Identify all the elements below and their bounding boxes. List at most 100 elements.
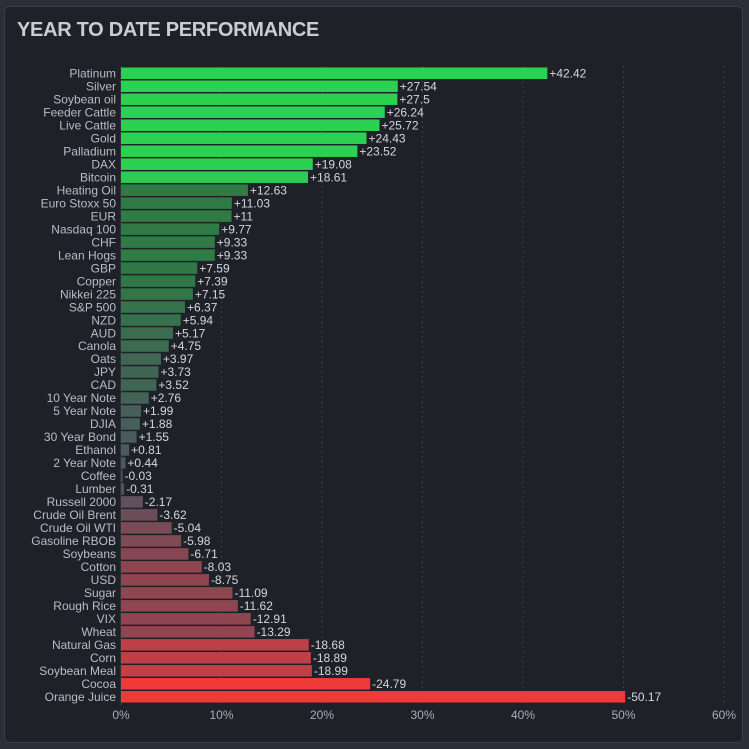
- chart-title: YEAR TO DATE PERFORMANCE: [17, 19, 320, 41]
- category-label: S&P 500: [69, 300, 116, 314]
- category-label: 30 Year Bond: [44, 430, 116, 444]
- bar: [121, 145, 358, 157]
- category-label: CAD: [91, 378, 117, 392]
- category-label: Orange Juice: [45, 690, 117, 704]
- category-label: Soybean Meal: [39, 664, 116, 678]
- bar: [121, 392, 149, 404]
- category-label: Oats: [91, 352, 116, 366]
- data-label: +2.76: [151, 391, 182, 405]
- category-label: Russell 2000: [47, 495, 117, 509]
- category-label: Euro Stoxx 50: [41, 196, 117, 210]
- category-label: Crude Oil WTI: [40, 521, 116, 535]
- bar: [121, 691, 626, 703]
- data-label: +25.72: [381, 118, 418, 132]
- bar: [121, 626, 255, 638]
- category-label: Cocoa: [81, 677, 116, 691]
- bar: [121, 405, 141, 417]
- bar: [121, 509, 158, 521]
- data-label: +7.39: [197, 274, 228, 288]
- bar: [121, 483, 125, 495]
- bar: [121, 249, 215, 261]
- category-label: USD: [91, 573, 117, 587]
- data-label: +11.03: [234, 196, 270, 210]
- category-label: Lumber: [75, 482, 116, 496]
- category-label: Soybean oil: [53, 92, 116, 106]
- data-label: -13.29: [257, 625, 291, 639]
- data-label: +27.54: [400, 79, 437, 93]
- category-label: AUD: [91, 326, 117, 340]
- data-label: -18.89: [313, 651, 347, 665]
- data-label: -18.99: [314, 664, 348, 678]
- bar: [121, 80, 398, 92]
- bar: [121, 678, 371, 690]
- bar: [121, 561, 202, 573]
- data-label: +1.55: [139, 430, 170, 444]
- category-label: Copper: [77, 274, 116, 288]
- data-label: +7.15: [195, 287, 226, 301]
- category-label: Nasdaq 100: [51, 222, 116, 236]
- bar: [121, 444, 130, 456]
- bar: [121, 236, 215, 248]
- bar: [121, 210, 232, 222]
- bar: [121, 93, 398, 105]
- bar: [121, 262, 198, 274]
- data-label: -24.79: [372, 677, 406, 691]
- bar: [121, 275, 196, 287]
- category-label: Sugar: [84, 586, 116, 600]
- bar: [121, 340, 169, 352]
- data-label: -8.03: [204, 560, 232, 574]
- category-label: Nikkei 225: [60, 287, 116, 301]
- category-label: GBP: [91, 261, 116, 275]
- data-label: +18.61: [310, 170, 347, 184]
- bar: [121, 548, 189, 560]
- category-label: 2 Year Note: [53, 456, 116, 470]
- data-label: +9.33: [217, 235, 248, 249]
- x-tick-label: 50%: [611, 708, 635, 722]
- data-label: -5.98: [183, 534, 211, 548]
- bar: [121, 223, 220, 235]
- bar: [121, 431, 137, 443]
- data-label: +7.59: [199, 261, 230, 275]
- bar: [121, 366, 159, 378]
- data-label: +11: [234, 209, 254, 223]
- data-label: -2.17: [145, 495, 173, 509]
- bar: [121, 327, 173, 339]
- category-label: Gold: [91, 131, 116, 145]
- data-label: +6.37: [187, 300, 218, 314]
- category-label: Corn: [90, 651, 116, 665]
- category-label: 10 Year Note: [47, 391, 117, 405]
- data-label: -12.91: [253, 612, 287, 626]
- bar: [121, 353, 161, 365]
- x-tick-label: 40%: [511, 708, 535, 722]
- category-label: Soybeans: [63, 547, 116, 561]
- bar: [121, 639, 309, 651]
- data-label: +23.52: [359, 144, 396, 158]
- data-label: +3.73: [160, 365, 191, 379]
- data-label: +1.88: [142, 417, 173, 431]
- data-label: +24.43: [369, 131, 406, 145]
- bar: [121, 106, 385, 118]
- data-label: -5.04: [174, 521, 202, 535]
- bar: [121, 301, 186, 313]
- x-tick-label: 20%: [310, 708, 334, 722]
- data-label: +27.5: [399, 92, 430, 106]
- bar: [121, 470, 123, 482]
- data-label: +19.08: [315, 157, 352, 171]
- category-label: Live Cattle: [59, 118, 116, 132]
- category-label: Lean Hogs: [58, 248, 116, 262]
- data-label: -3.62: [159, 508, 187, 522]
- bar: [121, 418, 140, 430]
- data-label: +42.42: [549, 66, 586, 80]
- data-label: -6.71: [190, 547, 218, 561]
- bar: [121, 197, 232, 209]
- bar: [121, 132, 367, 144]
- bar: [121, 67, 548, 79]
- bar: [121, 119, 380, 131]
- data-label: -8.75: [211, 573, 239, 587]
- category-label: DAX: [91, 157, 116, 171]
- x-tick-label: 0%: [112, 708, 130, 722]
- category-label: Wheat: [81, 625, 116, 639]
- bar: [121, 496, 143, 508]
- category-label: Feeder Cattle: [43, 105, 116, 119]
- data-label: -50.17: [627, 690, 661, 704]
